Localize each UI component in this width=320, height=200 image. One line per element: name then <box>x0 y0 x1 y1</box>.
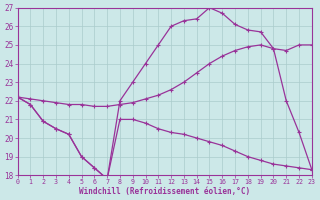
X-axis label: Windchill (Refroidissement éolien,°C): Windchill (Refroidissement éolien,°C) <box>79 187 250 196</box>
